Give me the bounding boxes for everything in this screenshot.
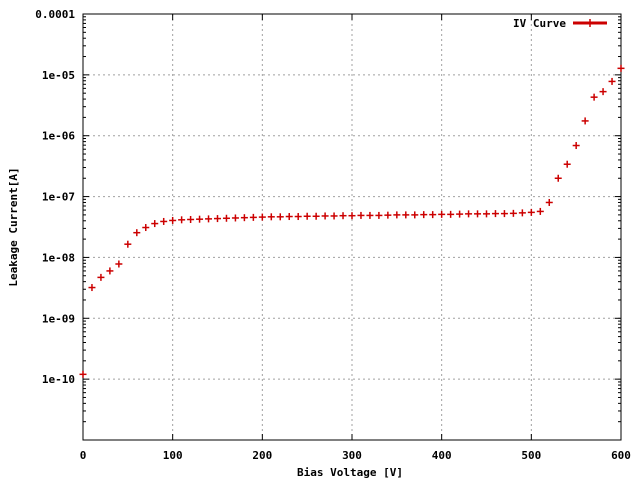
data-point	[79, 370, 87, 378]
data-point	[321, 212, 329, 220]
data-point	[438, 210, 446, 218]
y-tick-labels: 1e-10 1e-09 1e-08 1e-07 1e-06 1e-05 0.0001	[35, 8, 75, 386]
data-point	[240, 214, 248, 222]
data-point	[222, 214, 230, 222]
data-point	[97, 273, 105, 281]
x-tick-labels: 0 100 200 300 400 500 600	[80, 449, 631, 462]
data-point	[617, 64, 625, 72]
data-point	[500, 210, 508, 218]
data-point	[339, 212, 347, 220]
data-point	[187, 215, 195, 223]
data-point	[563, 160, 571, 168]
data-points	[79, 64, 625, 378]
data-point	[384, 211, 392, 219]
data-point	[169, 216, 177, 224]
y-tick-label: 1e-05	[42, 69, 75, 82]
x-tick-label: 300	[342, 449, 362, 462]
data-point	[447, 210, 455, 218]
x-tick-label: 500	[521, 449, 541, 462]
data-point	[483, 210, 490, 218]
data-point	[509, 209, 517, 217]
x-tick-label: 600	[611, 449, 631, 462]
x-tick-label: 100	[163, 449, 183, 462]
data-point	[554, 174, 562, 182]
data-point	[151, 220, 159, 228]
data-point	[249, 213, 257, 221]
data-point	[420, 211, 428, 219]
legend-marker	[586, 19, 594, 27]
grid	[83, 14, 621, 440]
legend-label: IV Curve	[513, 17, 566, 30]
data-point	[294, 213, 302, 221]
data-point	[536, 207, 544, 215]
data-point	[214, 215, 221, 223]
axis-ticks	[82, 13, 622, 440]
data-point	[303, 212, 311, 220]
data-point	[124, 240, 132, 248]
data-point	[429, 211, 437, 219]
y-tick-label: 1e-06	[42, 130, 75, 143]
data-point	[133, 229, 141, 237]
data-point	[276, 213, 284, 221]
x-axis-label: Bias Voltage [V]	[297, 466, 403, 479]
data-point	[411, 211, 419, 219]
data-point	[267, 213, 275, 221]
y-tick-label: 0.0001	[35, 8, 75, 21]
y-tick-label: 1e-08	[42, 251, 75, 264]
data-point	[205, 215, 213, 223]
data-point	[402, 211, 410, 219]
data-point	[393, 211, 401, 219]
data-point	[330, 212, 338, 220]
data-point	[357, 211, 365, 219]
data-point	[590, 93, 598, 101]
data-point	[491, 210, 499, 218]
data-point	[465, 210, 473, 218]
data-point	[572, 142, 580, 150]
data-point	[474, 210, 482, 218]
data-point	[348, 212, 356, 220]
data-point	[231, 214, 239, 222]
data-point	[106, 267, 114, 275]
y-tick-label: 1e-10	[42, 373, 75, 386]
y-tick-label: 1e-07	[42, 191, 75, 204]
data-point	[581, 117, 589, 125]
data-point	[258, 213, 266, 221]
y-axis-label: Leakage Current[A]	[7, 167, 20, 286]
data-point	[545, 198, 553, 206]
x-tick-label: 0	[80, 449, 87, 462]
data-point	[375, 211, 383, 219]
data-point	[608, 77, 616, 85]
data-point	[160, 217, 168, 225]
data-point	[312, 212, 320, 220]
x-tick-label: 200	[252, 449, 272, 462]
data-point	[142, 224, 150, 232]
data-point	[366, 211, 374, 219]
plot-frame	[82, 13, 622, 441]
y-tick-label: 1e-09	[42, 312, 75, 325]
data-point	[285, 213, 293, 221]
data-point	[599, 88, 607, 96]
x-tick-label: 400	[432, 449, 452, 462]
legend: IV Curve	[513, 17, 607, 30]
data-point	[196, 215, 204, 223]
data-point	[527, 208, 535, 216]
data-point	[518, 209, 526, 217]
data-point	[456, 210, 464, 218]
data-point	[88, 284, 96, 292]
data-point	[178, 216, 186, 224]
data-point	[115, 260, 123, 268]
